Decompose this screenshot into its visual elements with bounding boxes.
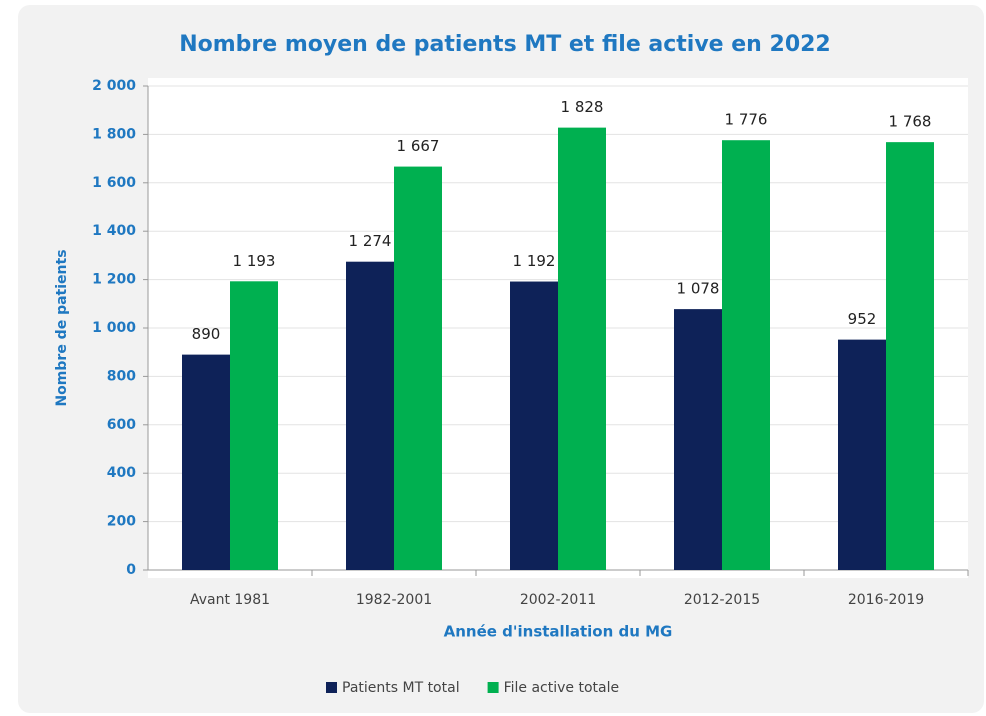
legend-swatch xyxy=(487,682,499,693)
data-label: 1 828 xyxy=(561,98,604,116)
y-tick-label: 1 600 xyxy=(92,175,136,191)
x-tick-label: 2002-2011 xyxy=(520,592,596,608)
x-tick-label: 2016-2019 xyxy=(848,592,924,608)
bar xyxy=(674,309,722,570)
y-tick-label: 1 400 xyxy=(92,223,136,239)
data-label: 1 192 xyxy=(513,252,556,270)
y-tick-label: 1 000 xyxy=(92,320,136,336)
y-tick-label: 200 xyxy=(107,514,136,530)
bar xyxy=(558,127,606,571)
chart-title: Nombre moyen de patients MT et file acti… xyxy=(179,32,831,57)
bar xyxy=(838,339,886,570)
bar xyxy=(510,281,558,570)
bar xyxy=(394,166,442,570)
y-tick-label: 800 xyxy=(107,368,136,384)
bar xyxy=(886,142,934,571)
y-tick-label: 600 xyxy=(107,417,136,433)
data-label: 1 667 xyxy=(397,137,440,155)
data-label: 1 193 xyxy=(233,252,276,270)
data-label: 1 776 xyxy=(725,111,768,129)
data-label: 1 078 xyxy=(677,280,720,298)
data-label: 952 xyxy=(848,310,877,328)
x-tick-label: Avant 1981 xyxy=(190,592,270,608)
data-label: 1 768 xyxy=(889,113,932,131)
x-tick-label: 2012-2015 xyxy=(684,592,760,608)
x-tick-label: 1982-2001 xyxy=(356,592,432,608)
y-tick-label: 1 200 xyxy=(92,272,136,288)
data-label: 1 274 xyxy=(349,232,392,250)
bar xyxy=(722,140,770,570)
legend-label: File active totale xyxy=(504,680,620,696)
x-axis-label: Année d'installation du MG xyxy=(444,623,673,641)
bar xyxy=(346,261,394,570)
bar xyxy=(230,281,278,570)
y-tick-label: 2 000 xyxy=(92,78,136,94)
y-tick-label: 1 800 xyxy=(92,126,136,142)
legend-swatch xyxy=(326,682,337,693)
bar xyxy=(182,354,230,570)
y-tick-label: 0 xyxy=(126,562,136,578)
y-tick-label: 400 xyxy=(107,465,136,481)
y-axis-label: Nombre de patients xyxy=(54,249,70,406)
legend-label: Patients MT total xyxy=(342,680,460,696)
data-label: 890 xyxy=(192,325,221,343)
